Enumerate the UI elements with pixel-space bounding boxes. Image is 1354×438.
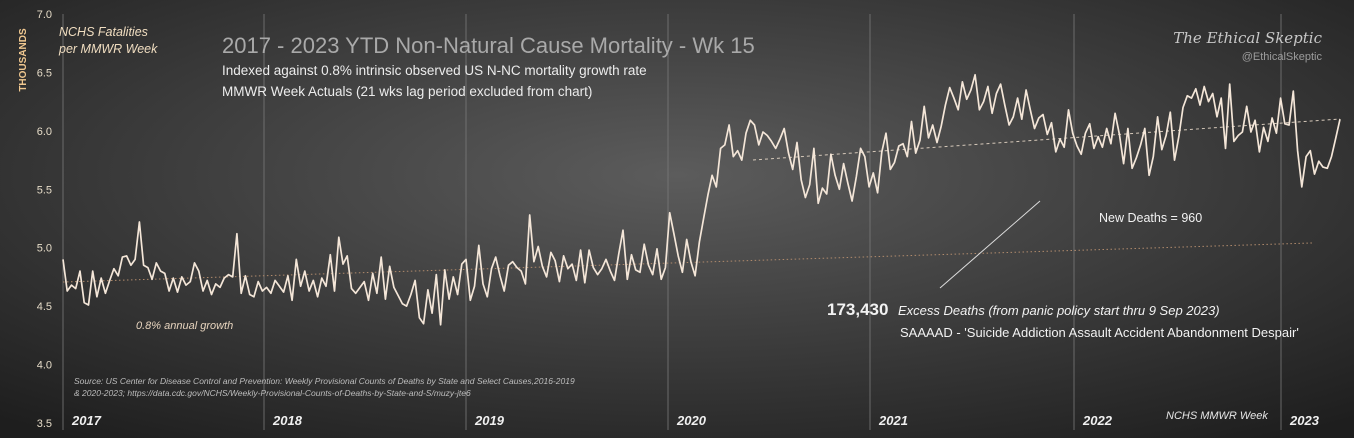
chart-subtitle-1: Indexed against 0.8% intrinsic observed … [222,63,647,78]
excess-deaths-value: 173,430 [827,300,888,319]
chart-subtitle-2: MMWR Week Actuals (21 wks lag period exc… [222,84,592,99]
year-label: 2017 [71,413,102,428]
baseline-trend-line [62,242,1313,283]
year-label: 2018 [272,413,303,428]
year-label: 2019 [474,413,505,428]
y-tick-label: 7.0 [37,9,52,21]
year-label: 2021 [878,413,908,428]
y-tick-label: 4.5 [37,301,52,313]
new-deaths-annotation: New Deaths = 960 [1099,211,1202,225]
series-label-line-1: NCHS Fatalities [59,25,148,39]
y-tick-label: 5.0 [37,243,52,255]
y-axis-label: THOUSANDS [18,28,29,92]
excess-pointer-line [939,200,1041,289]
y-tick-label: 6.5 [37,67,52,79]
growth-annotation: 0.8% annual growth [136,320,233,332]
x-axis-label: NCHS MMWR Week [1166,410,1268,422]
y-tick-label: 6.0 [37,126,52,138]
post-2020-trend-line [752,118,1341,161]
saaaad-annotation: SAAAAD - 'Suicide Addiction Assault Acci… [900,325,1299,340]
source-line-2: & 2020-2023; https://data.cdc.gov/NCHS/W… [74,388,471,398]
series-line [62,73,1341,326]
y-axis-ticks: 3.5 4.0 4.5 5.0 5.5 6.0 6.5 7.0 [37,9,52,430]
brand-name: The Ethical Skeptic [1173,29,1322,47]
year-label: 2020 [676,413,707,428]
brand-handle: @EthicalSkeptic [1242,51,1323,63]
y-tick-label: 4.0 [37,360,52,372]
series-label-line-2: per MMWR Week [58,42,158,56]
y-tick-label: 3.5 [37,418,52,430]
year-label: 2023 [1289,413,1320,428]
chart-title: 2017 - 2023 YTD Non-Natural Cause Mortal… [222,33,755,58]
excess-deaths-label: Excess Deaths (from panic policy start t… [898,303,1220,318]
year-label: 2022 [1082,413,1113,428]
year-separators [62,14,1282,430]
source-line-1: Source: US Center for Disease Control an… [74,376,575,386]
x-axis-year-labels: 2017 2018 2019 2020 2021 2022 2023 [71,413,1320,428]
y-tick-label: 5.5 [37,184,52,196]
